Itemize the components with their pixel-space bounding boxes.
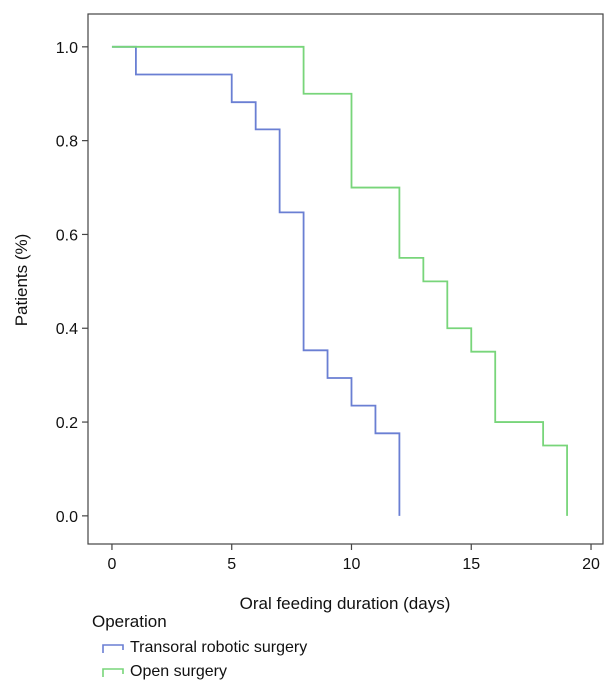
- y-tick-label: 0.0: [56, 509, 78, 526]
- legend-label-open: Open surgery: [130, 663, 227, 680]
- legend-key-transoral: [102, 644, 124, 653]
- legend-item-open: Open surgery: [92, 660, 492, 684]
- legend-title: Operation: [92, 612, 167, 631]
- x-tick-label: 5: [227, 556, 236, 573]
- legend-label-transoral: Transoral robotic surgery: [130, 639, 308, 656]
- series-layer: [111, 45, 568, 516]
- x-axis-title: Oral feeding duration (days): [240, 594, 451, 613]
- x-axis-ticks: 0 5 10 15 20: [108, 544, 600, 573]
- legend-item-transoral: Transoral robotic surgery: [92, 636, 492, 660]
- y-axis-ticks: 0.0 0.2 0.4 0.6 0.8 1.0: [56, 40, 88, 526]
- series-line-0: [111, 45, 401, 516]
- y-tick-label: 0.2: [56, 415, 78, 432]
- x-tick-label: 15: [462, 556, 480, 573]
- x-tick-label: 20: [582, 556, 600, 573]
- legend-key-open: [102, 668, 124, 677]
- plot-frame: [87, 13, 604, 545]
- y-tick-label: 1.0: [56, 40, 78, 57]
- y-tick-label: 0.6: [56, 227, 78, 244]
- x-tick-label: 10: [343, 556, 361, 573]
- legend: Operation Transoral robotic surgery Open…: [92, 612, 492, 684]
- x-tick-label: 0: [108, 556, 117, 573]
- y-tick-label: 0.8: [56, 134, 78, 151]
- series-line-1: [111, 45, 568, 516]
- y-tick-label: 0.4: [56, 321, 78, 338]
- y-axis-title: Patients (%): [12, 234, 31, 327]
